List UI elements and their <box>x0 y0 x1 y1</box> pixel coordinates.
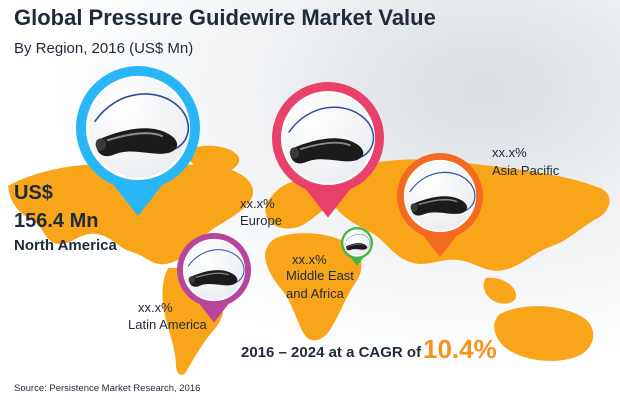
europe-value: xx.x% <box>240 196 275 211</box>
cagr-value: 10.4% <box>423 334 497 364</box>
latin-america-value: xx.x% <box>138 300 173 315</box>
asia-pacific-pin <box>397 153 483 258</box>
map-north-america <box>8 164 254 265</box>
map-africa <box>265 233 362 341</box>
north-america-label: North America <box>14 237 117 254</box>
north-america-value-line2: 156.4 Mn <box>14 210 99 232</box>
chart-title: Global Pressure Guidewire Market Value <box>14 5 436 30</box>
map-southeast-asia <box>483 277 517 304</box>
asia-pacific-value: xx.x% <box>492 145 527 160</box>
latin-america-pin <box>177 233 251 323</box>
cagr-text: 2016 – 2024 at a CAGR of <box>241 344 422 361</box>
latin-america-label: Latin America <box>128 317 207 332</box>
asia-pacific-pin-face <box>403 159 477 233</box>
map-greenland <box>187 145 240 173</box>
europe-label: Europe <box>240 213 282 228</box>
mea-value: xx.x% <box>292 252 327 267</box>
europe-pin <box>272 82 384 218</box>
guidewire-icon <box>409 171 476 216</box>
north-america-pin <box>76 66 200 217</box>
guidewire-icon <box>187 249 245 287</box>
guidewire-icon <box>345 234 371 251</box>
mea-pin <box>341 227 373 266</box>
north-america-value-line1: US$ <box>14 182 53 204</box>
map-australia <box>494 306 594 361</box>
asia-pacific-label: Asia Pacific <box>492 163 560 178</box>
europe-pin-face <box>280 90 376 186</box>
world-map <box>8 145 610 375</box>
guidewire-icon <box>93 93 190 157</box>
guidewire-icon <box>288 106 375 164</box>
north-america-pin-face <box>85 75 191 181</box>
chart-subtitle: By Region, 2016 (US$ Mn) <box>14 40 194 57</box>
source-note: Source: Persistence Market Research, 201… <box>14 383 201 394</box>
mea-label-line1: Middle East <box>286 268 354 283</box>
mea-pin-face <box>343 229 371 257</box>
latin-america-pin-face <box>182 238 246 302</box>
mea-label-line2: and Africa <box>286 286 344 301</box>
